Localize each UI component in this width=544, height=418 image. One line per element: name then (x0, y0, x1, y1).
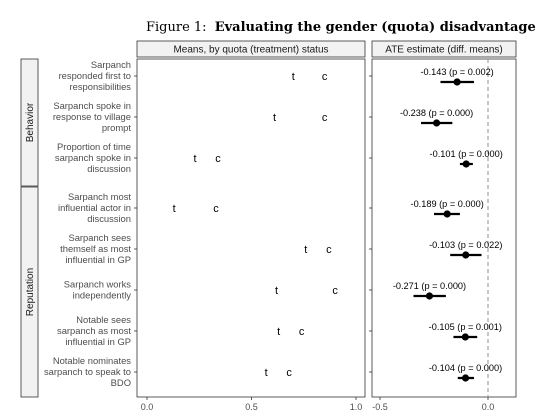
category-label-line: responded first to (59, 70, 131, 81)
means-x-tick-label: 0.0 (141, 402, 154, 412)
category-label: Notable sees sarpanch as most influential … (57, 314, 131, 347)
ate-panel-header (371, 40, 517, 58)
ate-point-estimate (432, 119, 441, 127)
category-label: Sarpanch most influential actor in discuss… (58, 191, 131, 224)
means-panel-header (136, 40, 366, 58)
control-mean-marker: c (322, 112, 328, 124)
category-label-line: discussion (87, 213, 131, 224)
ate-point-estimate (462, 251, 470, 259)
category-label-line: discussion (87, 163, 131, 174)
category-label-line: influential in GP (65, 254, 131, 265)
ate-x-axis: -0.5 0.0 (372, 397, 494, 412)
category-label: Notable nominates sarpanch to speak to BDO (44, 355, 131, 388)
group-strip-reputation (20, 186, 39, 398)
category-label-line: Notable sees (76, 314, 131, 325)
means-panel-title: Means, by quota (treatment) status (173, 45, 328, 56)
treatment-mean-marker: t (292, 71, 295, 83)
category-label-line: Sarpanch spoke in (53, 100, 131, 111)
ate-x-tick-label: -0.5 (372, 402, 388, 412)
means-x-tick-label: 0.5 (245, 402, 258, 412)
group-label-reputation: Reputation (25, 268, 36, 316)
category-label-line: BDO (111, 377, 131, 388)
group-strip-behavior (20, 58, 39, 187)
ate-point-estimate (443, 210, 451, 218)
category-labels: Sarpanch responded first to responsibiliti… (44, 59, 372, 388)
control-mean-marker: c (322, 71, 328, 83)
ate-x-tick-label: 0.0 (482, 402, 495, 412)
category-label-line: sarpanch as most (57, 325, 131, 336)
ate-annotation: -0.105 (p = 0.001) (429, 322, 502, 332)
ate-annotation: -0.143 (p = 0.002) (420, 67, 493, 77)
category-label-line: influential actor in (58, 202, 131, 213)
treatment-mean-marker: t (265, 367, 268, 379)
control-mean-marker: c (332, 285, 338, 297)
category-label: Sarpanch spoke in response to village prom… (53, 100, 132, 133)
ate-annotation: -0.238 (p = 0.000) (400, 108, 473, 118)
ate-panel-frame (371, 58, 517, 398)
category-label-line: Proportion of time (57, 141, 131, 152)
category-label-line: themself as most (60, 243, 131, 254)
category-label-line: Sarpanch sees (68, 232, 131, 243)
ate-point-estimate (461, 374, 470, 382)
ate-point-estimate (453, 78, 461, 86)
means-x-axis: 0.0 0.5 1.0 (141, 397, 363, 412)
control-mean-marker: c (326, 244, 332, 256)
category-label: Sarpanch works independently (64, 279, 132, 301)
control-mean-marker: c (286, 367, 292, 379)
means-marks: t c t c t c t c t c t c t c t c (173, 71, 339, 379)
ate-panel-title: ATE estimate (diff. means) (385, 45, 502, 56)
category-label-line: responsibilities (70, 81, 132, 92)
category-label-line: independently (73, 290, 132, 301)
group-label-behavior: Behavior (25, 102, 36, 142)
category-label-line: Sarpanch most (68, 191, 131, 202)
category-label-line: sarpanch spoke in (55, 152, 131, 163)
category-label-line: response to village (53, 111, 131, 122)
treatment-mean-marker: t (277, 326, 280, 338)
ate-annotation: -0.103 (p = 0.022) (429, 240, 502, 250)
treatment-mean-marker: t (173, 203, 176, 215)
group-strips: Behavior Reputation (20, 58, 39, 398)
means-x-tick-label: 1.0 (350, 402, 363, 412)
category-label-line: sarpanch to speak to (44, 366, 131, 377)
category-label-line: Sarpanch (91, 59, 131, 70)
treatment-mean-marker: t (194, 153, 197, 165)
ate-point-estimate (425, 292, 434, 300)
category-label-line: Sarpanch works (64, 279, 132, 290)
category-label: Proportion of time sarpanch spoke in discu… (55, 141, 131, 174)
category-label-line: prompt (102, 122, 132, 133)
figure-title-bold: Evaluating the gender (quota) disadvanta… (215, 20, 536, 35)
ate-marks: -0.143 (p = 0.002) -0.238 (p = 0.000) -0.1… (393, 59, 503, 397)
treatment-mean-marker: t (273, 112, 276, 124)
category-label-line: Notable nominates (53, 355, 131, 366)
ate-annotation: -0.271 (p = 0.000) (393, 281, 466, 291)
control-mean-marker: c (299, 326, 305, 338)
means-panel-frame (136, 58, 366, 398)
figure-title-prefix: Figure 1: (146, 20, 207, 35)
figure-title: Figure 1: Evaluating the gender (quota) … (146, 20, 536, 35)
treatment-mean-marker: t (304, 244, 307, 256)
category-label: Sarpanch responded first to responsibiliti… (59, 59, 132, 92)
ate-point-estimate (462, 160, 470, 168)
ate-point-estimate (461, 333, 469, 341)
ate-annotation: -0.104 (p = 0.000) (429, 363, 502, 373)
control-mean-marker: c (213, 203, 219, 215)
category-label: Sarpanch sees themself as most influential… (60, 232, 131, 265)
control-mean-marker: c (215, 153, 221, 165)
category-label-line: influential in GP (65, 336, 131, 347)
treatment-mean-marker: t (275, 285, 278, 297)
ate-annotation: -0.189 (p = 0.000) (411, 199, 484, 209)
ate-annotation: -0.101 (p = 0.000) (430, 149, 503, 159)
